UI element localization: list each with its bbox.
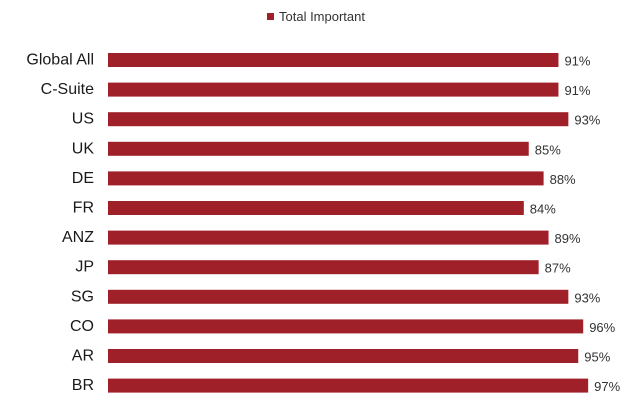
bar-sg <box>108 289 569 304</box>
value-label-co: 96% <box>589 320 615 335</box>
value-label-jp: 87% <box>545 261 571 276</box>
category-label-de: DE <box>72 170 94 187</box>
category-label-c-suite: C-Suite <box>41 81 94 98</box>
value-label-anz: 89% <box>555 231 581 246</box>
bar-co <box>108 319 584 334</box>
bar-br <box>108 378 589 393</box>
category-label-br: BR <box>72 377 94 394</box>
bar-jp <box>108 260 539 275</box>
category-label-co: CO <box>70 318 94 335</box>
category-label-sg: SG <box>71 288 94 305</box>
category-label-anz: ANZ <box>62 229 94 246</box>
value-label-de: 88% <box>550 172 576 187</box>
category-label-ar: AR <box>72 348 94 365</box>
bar-global-all <box>108 53 559 67</box>
chart-legend: Total Important <box>0 6 632 26</box>
value-label-ar: 95% <box>584 350 610 365</box>
bar-c-suite <box>108 82 559 97</box>
value-label-us: 93% <box>574 113 600 128</box>
value-label-c-suite: 91% <box>564 83 590 98</box>
category-label-jp: JP <box>75 259 94 276</box>
category-label-us: US <box>72 111 94 128</box>
bar-fr <box>108 201 524 215</box>
value-label-fr: 84% <box>530 202 556 217</box>
category-label-fr: FR <box>73 200 94 217</box>
category-label-uk: UK <box>72 140 95 157</box>
bar-anz <box>108 230 549 245</box>
value-label-br: 97% <box>594 379 620 394</box>
value-label-sg: 93% <box>574 290 600 305</box>
bar-us <box>108 112 569 127</box>
category-label-global-all: Global All <box>26 52 94 69</box>
bar-uk <box>108 141 529 156</box>
legend-label: Total Important <box>279 8 365 24</box>
bar-ar <box>108 349 579 363</box>
legend-swatch <box>267 12 274 20</box>
value-label-uk: 85% <box>535 142 561 157</box>
bar-de <box>108 171 544 186</box>
value-label-global-all: 91% <box>564 54 590 69</box>
